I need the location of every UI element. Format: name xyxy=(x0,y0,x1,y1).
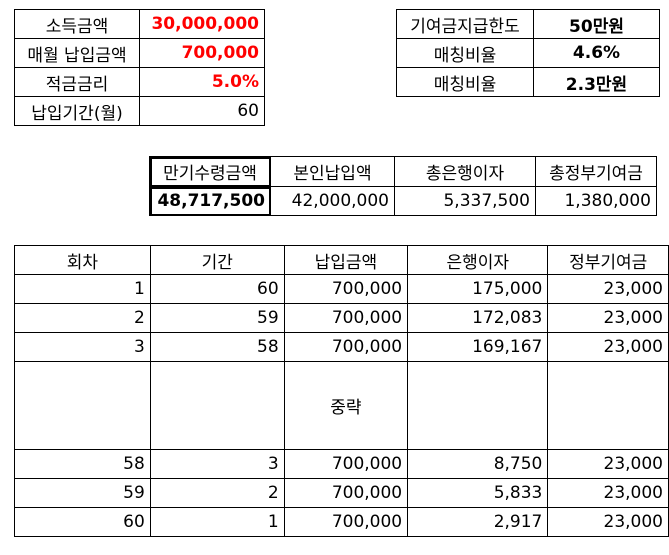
round-cell: 60 xyxy=(14,507,151,537)
schedule-header-row: 회차 기간 납입금액 은행이자 정부기여금 xyxy=(14,245,669,275)
round-cell: 58 xyxy=(14,449,151,479)
maturity-amount-header: 만기수령금액 xyxy=(149,156,271,187)
term-cell: 60 xyxy=(149,274,285,304)
payment-cell: 700,000 xyxy=(283,449,409,479)
support-row: 기여금지급한도 50만원 xyxy=(396,9,660,39)
table-row: 60 1 700,000 2,917 23,000 xyxy=(14,507,669,537)
gov-contribution-value: 1,380,000 xyxy=(535,186,657,216)
interest-rate-label: 적금금리 xyxy=(14,67,140,97)
maturity-amount-value: 48,717,500 xyxy=(149,186,271,216)
summary-table: 만기수령금액 본인납입액 총은행이자 총정부기여금 48,717,500 42,… xyxy=(149,156,657,216)
table-row: 3 58 700,000 169,167 23,000 xyxy=(14,332,669,362)
table-row: 58 3 700,000 8,750 23,000 xyxy=(14,449,669,479)
table-row: 2 59 700,000 172,083 23,000 xyxy=(14,303,669,333)
term-header: 기간 xyxy=(149,245,285,275)
omitted-cell xyxy=(149,361,285,450)
interest-cell: 175,000 xyxy=(407,274,549,304)
interest-cell: 169,167 xyxy=(407,332,549,362)
summary-header-row: 만기수령금액 본인납입액 총은행이자 총정부기여금 xyxy=(149,156,657,187)
contribution-header: 정부기여금 xyxy=(547,245,669,275)
input-row: 소득금액 30,000,000 xyxy=(14,9,265,39)
contribution-cell: 23,000 xyxy=(547,449,669,479)
support-row: 매칭비율 2.3만원 xyxy=(396,67,660,97)
term-cell: 58 xyxy=(149,332,285,362)
contribution-cell: 23,000 xyxy=(547,507,669,537)
matching-rate-value: 4.6% xyxy=(533,38,660,68)
term-cell: 1 xyxy=(149,507,285,537)
payment-cell: 700,000 xyxy=(283,274,409,304)
payment-cell: 700,000 xyxy=(283,332,409,362)
contribution-limit-value: 50만원 xyxy=(533,9,660,39)
interest-rate-value[interactable]: 5.0% xyxy=(139,67,265,97)
support-table: 기여금지급한도 50만원 매칭비율 4.6% 매칭비율 2.3만원 xyxy=(396,9,660,97)
table-row: 1 60 700,000 175,000 23,000 xyxy=(14,274,669,304)
matching-rate-label: 매칭비율 xyxy=(396,38,534,68)
term-cell: 2 xyxy=(149,478,285,508)
input-table: 소득금액 30,000,000 매월 납입금액 700,000 적금금리 5.0… xyxy=(14,9,265,126)
interest-cell: 5,833 xyxy=(407,478,549,508)
gov-contribution-header: 총정부기여금 xyxy=(535,156,657,187)
monthly-payment-label: 매월 납입금액 xyxy=(14,38,140,68)
income-label: 소득금액 xyxy=(14,9,140,39)
input-row: 적금금리 5.0% xyxy=(14,67,265,97)
payment-cell: 700,000 xyxy=(283,507,409,537)
term-cell: 59 xyxy=(149,303,285,333)
bank-interest-value: 5,337,500 xyxy=(394,186,536,216)
contribution-cell: 23,000 xyxy=(547,274,669,304)
matching-amount-label: 매칭비율 xyxy=(396,67,534,97)
interest-cell: 2,917 xyxy=(407,507,549,537)
round-header: 회차 xyxy=(14,245,151,275)
term-cell: 3 xyxy=(149,449,285,479)
summary-value-row: 48,717,500 42,000,000 5,337,500 1,380,00… xyxy=(149,186,657,216)
contribution-limit-label: 기여금지급한도 xyxy=(396,9,534,39)
input-row: 납입기간(월) 60 xyxy=(14,96,265,126)
round-cell: 1 xyxy=(14,274,151,304)
table-row: 59 2 700,000 5,833 23,000 xyxy=(14,478,669,508)
interest-cell: 8,750 xyxy=(407,449,549,479)
payment-cell: 700,000 xyxy=(283,478,409,508)
principal-header: 본인납입액 xyxy=(270,156,395,187)
income-value[interactable]: 30,000,000 xyxy=(139,9,265,39)
input-row: 매월 납입금액 700,000 xyxy=(14,38,265,68)
interest-cell: 172,083 xyxy=(407,303,549,333)
matching-amount-value: 2.3만원 xyxy=(533,67,660,97)
round-cell: 59 xyxy=(14,478,151,508)
period-value[interactable]: 60 xyxy=(139,96,265,126)
schedule-table: 회차 기간 납입금액 은행이자 정부기여금 1 60 700,000 175,0… xyxy=(14,245,669,537)
round-cell: 2 xyxy=(14,303,151,333)
round-cell: 3 xyxy=(14,332,151,362)
payment-cell: 700,000 xyxy=(283,303,409,333)
omitted-row: 중략 xyxy=(14,361,669,450)
contribution-cell: 23,000 xyxy=(547,332,669,362)
omitted-cell xyxy=(14,361,151,450)
omitted-label: 중략 xyxy=(283,361,409,450)
principal-value: 42,000,000 xyxy=(270,186,395,216)
omitted-cell xyxy=(407,361,549,450)
period-label: 납입기간(월) xyxy=(14,96,140,126)
omitted-cell xyxy=(547,361,669,450)
support-row: 매칭비율 4.6% xyxy=(396,38,660,68)
contribution-cell: 23,000 xyxy=(547,478,669,508)
bank-interest-header: 총은행이자 xyxy=(394,156,536,187)
interest-header: 은행이자 xyxy=(407,245,549,275)
payment-header: 납입금액 xyxy=(283,245,409,275)
monthly-payment-value[interactable]: 700,000 xyxy=(139,38,265,68)
contribution-cell: 23,000 xyxy=(547,303,669,333)
